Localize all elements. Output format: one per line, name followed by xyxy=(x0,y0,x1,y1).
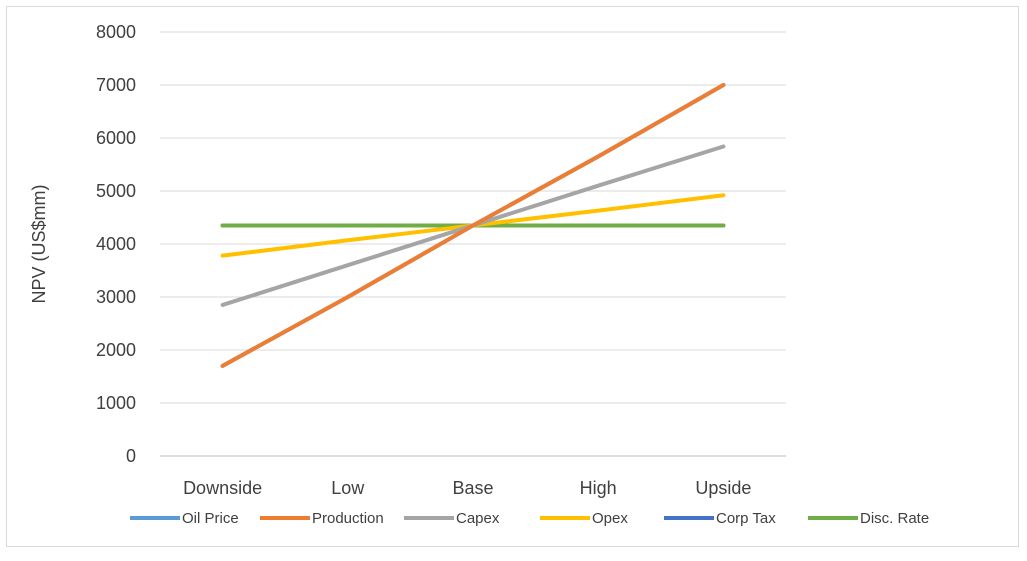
legend-label: Capex xyxy=(456,510,500,527)
x-tick-label: Low xyxy=(331,478,365,498)
series-lines xyxy=(220,83,726,368)
x-tick-label: High xyxy=(580,478,617,498)
x-tick-label: Downside xyxy=(183,478,262,498)
y-tick-label: 1000 xyxy=(96,393,136,413)
y-tick-label: 0 xyxy=(126,446,136,466)
legend-label: Disc. Rate xyxy=(860,510,929,527)
y-tick-label: 5000 xyxy=(96,181,136,201)
series-line-production xyxy=(220,83,726,368)
legend: Oil Price Production Capex Opex Corp Tax Disc… xyxy=(130,510,929,527)
y-tick-label: 3000 xyxy=(96,287,136,307)
y-tick-label: 6000 xyxy=(96,128,136,148)
legend-label: Corp Tax xyxy=(716,510,776,527)
chart-frame xyxy=(6,6,1019,547)
legend-label: Oil Price xyxy=(182,510,239,527)
y-tick-label: 4000 xyxy=(96,234,136,254)
y-tick-labels: 0 1000 2000 3000 4000 5000 6000 7000 8000 xyxy=(96,22,136,466)
y-tick-label: 7000 xyxy=(96,75,136,95)
y-axis-title: NPV (US$mm) xyxy=(29,184,49,303)
x-tick-labels: Downside Low Base High Upside xyxy=(183,478,751,498)
y-tick-label: 8000 xyxy=(96,22,136,42)
legend-label: Opex xyxy=(592,510,628,527)
y-tick-label: 2000 xyxy=(96,340,136,360)
gridlines xyxy=(160,31,786,457)
legend-label: Production xyxy=(312,510,384,527)
x-tick-label: Base xyxy=(452,478,493,498)
x-tick-label: Upside xyxy=(695,478,751,498)
